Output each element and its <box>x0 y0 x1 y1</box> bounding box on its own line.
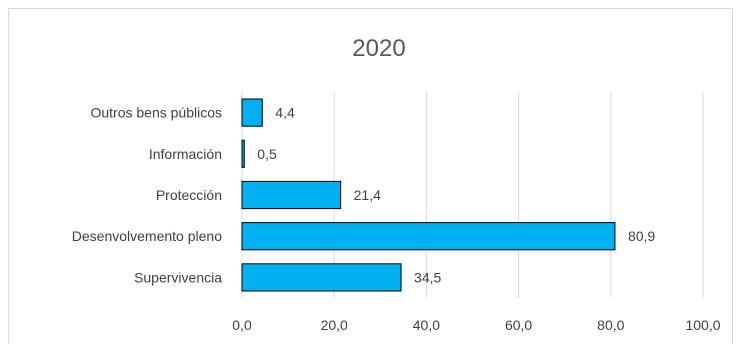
x-tick-label-5: 100,0 <box>685 317 720 333</box>
bars <box>241 98 616 292</box>
x-tick-label-0: 0,0 <box>232 317 252 333</box>
bar-0 <box>241 98 263 127</box>
x-tick-label-2: 40,0 <box>413 317 440 333</box>
data-label-3: 80,9 <box>628 228 655 244</box>
category-label-0: Outros bens públicos <box>90 105 222 121</box>
data-label-0: 4,4 <box>275 105 295 121</box>
category-label-1: Información <box>149 146 222 162</box>
bar-4 <box>241 263 402 292</box>
x-axis-tick-labels: 0,0 20,0 40,0 60,0 80,0 100,0 <box>232 317 720 333</box>
category-label-2: Protección <box>156 187 222 203</box>
x-tick-label-3: 60,0 <box>505 317 532 333</box>
bar-2 <box>241 180 342 210</box>
chart-title: 2020 <box>352 35 405 62</box>
data-labels: 4,4 0,5 21,4 80,9 34,5 <box>257 105 655 286</box>
x-tick-label-1: 20,0 <box>321 317 348 333</box>
category-label-3: Desenvolvemento pleno <box>72 228 222 244</box>
data-label-4: 34,5 <box>414 269 441 285</box>
data-label-2: 21,4 <box>354 187 381 203</box>
x-tick-label-4: 80,0 <box>597 317 624 333</box>
category-labels: Outros bens públicos Información Protecció… <box>72 105 222 286</box>
data-label-1: 0,5 <box>257 146 277 162</box>
bar-3 <box>241 222 616 251</box>
bar-1 <box>241 139 245 168</box>
category-label-4: Supervivencia <box>134 269 222 285</box>
